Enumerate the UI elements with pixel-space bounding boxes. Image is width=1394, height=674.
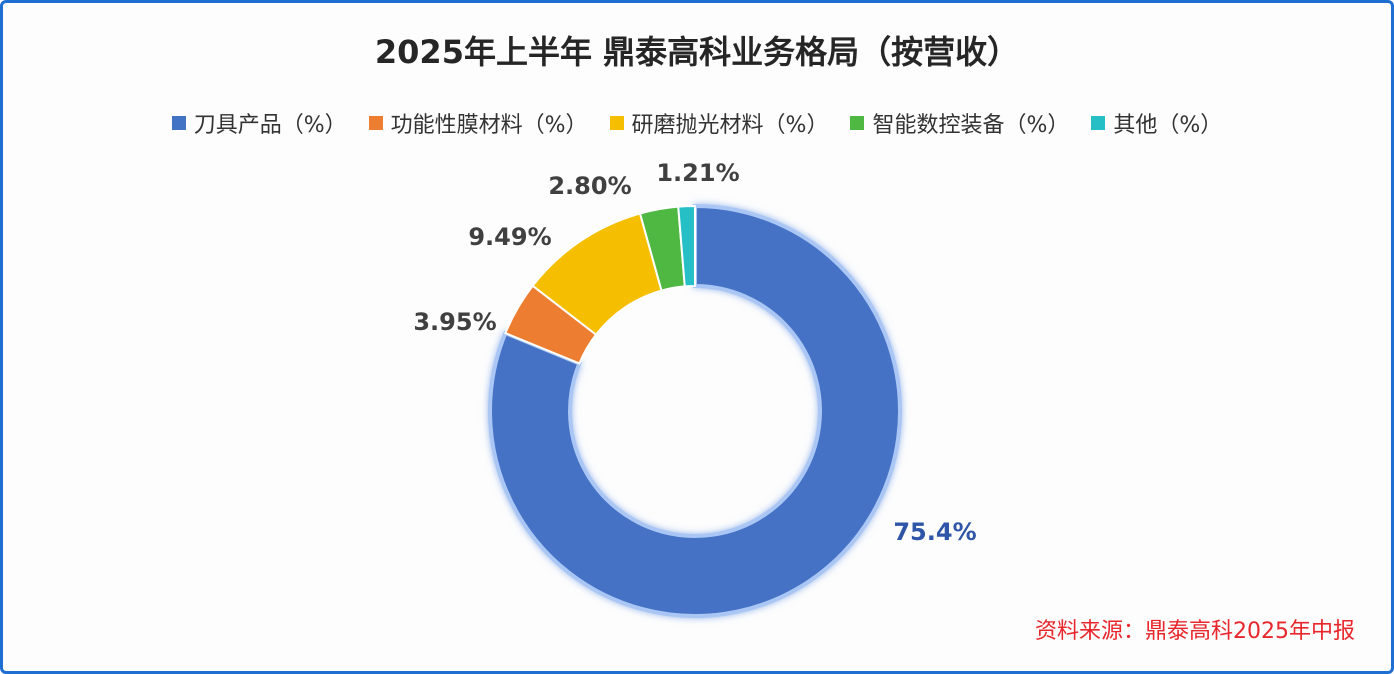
legend-item: 研磨抛光材料（%）: [609, 107, 829, 139]
legend-item: 功能性膜材料（%）: [368, 107, 588, 139]
legend-swatch: [1091, 116, 1106, 130]
legend-label: 功能性膜材料（%）: [390, 113, 588, 138]
legend-item: 智能数控装备（%）: [850, 107, 1069, 139]
data-label: 1.21%: [656, 159, 739, 187]
legend-swatch: [171, 116, 186, 130]
data-label: 75.4%: [893, 518, 976, 546]
legend-label: 智能数控装备（%）: [872, 113, 1070, 138]
legend-swatch: [368, 116, 383, 130]
legend-label: 刀具产品（%）: [193, 113, 347, 138]
source-note: 资料来源：鼎泰高科2025年中报: [1035, 619, 1355, 644]
legend-label: 其他（%）: [1113, 113, 1223, 138]
legend-item: 刀具产品（%）: [171, 107, 347, 139]
data-label: 3.95%: [413, 308, 496, 336]
data-label: 9.49%: [468, 223, 551, 251]
legend-swatch: [609, 116, 624, 130]
donut-slice: [677, 204, 696, 288]
chart-title: 2025年上半年 鼎泰高科业务格局（按营收）: [374, 33, 1020, 71]
legend: 刀具产品（%） 功能性膜材料（%） 研磨抛光材料（%） 智能数控装备（%） 其他（%）: [3, 107, 1391, 139]
data-label: 2.80%: [548, 172, 631, 200]
legend-item: 其他（%）: [1091, 107, 1222, 139]
legend-swatch: [850, 116, 865, 130]
legend-label: 研磨抛光材料（%）: [631, 113, 829, 138]
donut-slice: [488, 203, 902, 618]
chart: 75.4% 3.95% 9.49% 2.80% 1.21%: [413, 159, 977, 618]
